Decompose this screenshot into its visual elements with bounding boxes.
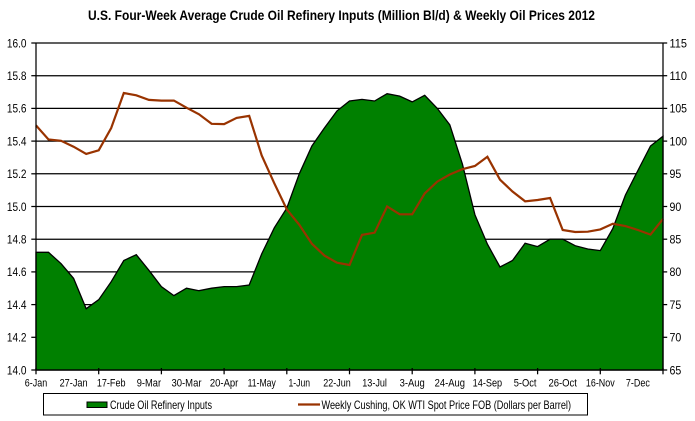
svg-text:75: 75 xyxy=(670,298,682,312)
svg-text:5-Oct: 5-Oct xyxy=(514,378,538,390)
svg-text:24-Aug: 24-Aug xyxy=(435,378,465,390)
svg-text:15.6: 15.6 xyxy=(7,102,27,116)
svg-text:95: 95 xyxy=(670,167,682,181)
svg-text:15.2: 15.2 xyxy=(7,167,27,181)
svg-text:Crude Oil Refinery Inputs: Crude Oil Refinery Inputs xyxy=(110,398,212,412)
svg-text:20-Apr: 20-Apr xyxy=(210,378,239,390)
svg-text:14.4: 14.4 xyxy=(7,298,27,312)
svg-text:30-Mar: 30-Mar xyxy=(172,378,202,390)
svg-text:13-Jul: 13-Jul xyxy=(362,378,387,390)
svg-text:90: 90 xyxy=(670,200,682,214)
svg-text:16-Nov: 16-Nov xyxy=(586,378,615,390)
svg-text:14.2: 14.2 xyxy=(7,331,27,345)
svg-text:85: 85 xyxy=(670,233,682,247)
svg-text:9-Mar: 9-Mar xyxy=(137,378,161,390)
svg-text:14.8: 14.8 xyxy=(7,233,27,247)
svg-text:100: 100 xyxy=(670,134,688,148)
svg-text:14.6: 14.6 xyxy=(7,265,27,279)
svg-text:3-Aug: 3-Aug xyxy=(400,378,425,390)
svg-text:7-Dec: 7-Dec xyxy=(626,378,650,390)
svg-text:65: 65 xyxy=(670,363,682,377)
svg-text:15.4: 15.4 xyxy=(7,134,27,148)
svg-text:11-May: 11-May xyxy=(248,378,276,390)
svg-text:16.0: 16.0 xyxy=(7,36,27,50)
svg-text:110: 110 xyxy=(670,69,688,83)
svg-text:6-Jan: 6-Jan xyxy=(25,378,47,390)
svg-text:27-Jan: 27-Jan xyxy=(60,378,88,390)
svg-text:115: 115 xyxy=(670,36,688,50)
svg-text:14.0: 14.0 xyxy=(7,363,27,377)
svg-text:U.S. Four-Week Average Crude O: U.S. Four-Week Average Crude Oil Refiner… xyxy=(88,8,595,23)
svg-text:70: 70 xyxy=(670,331,682,345)
svg-text:14-Sep: 14-Sep xyxy=(473,378,503,390)
svg-text:1-Jun: 1-Jun xyxy=(289,378,311,390)
svg-text:Weekly Cushing, OK WTI Spot Pr: Weekly Cushing, OK WTI Spot Price FOB (D… xyxy=(322,398,572,412)
svg-text:80: 80 xyxy=(670,265,682,279)
svg-text:105: 105 xyxy=(670,102,688,116)
svg-text:22-Jun: 22-Jun xyxy=(323,378,350,390)
svg-text:15.8: 15.8 xyxy=(7,69,27,83)
svg-text:15.0: 15.0 xyxy=(7,200,27,214)
svg-text:26-Oct: 26-Oct xyxy=(549,378,578,390)
svg-text:17-Feb: 17-Feb xyxy=(97,378,126,390)
